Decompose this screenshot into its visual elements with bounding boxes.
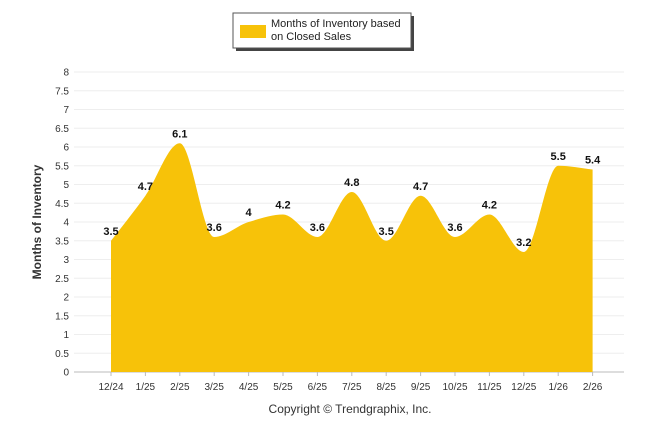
data-label: 4.8 xyxy=(344,177,359,189)
x-tick-label: 8/25 xyxy=(376,382,396,393)
y-tick-label: 4.5 xyxy=(55,199,69,210)
x-tick-label: 11/25 xyxy=(477,382,502,393)
y-tick-label: 7.5 xyxy=(55,86,69,97)
data-label: 4.7 xyxy=(138,181,153,193)
x-tick-label: 10/25 xyxy=(442,382,467,393)
data-label: 4.2 xyxy=(482,200,497,212)
y-axis-ticks: 0 0.5 1 1.5 2 2.5 3 3.5 4 4.5 5 5.5 6 6.5 7 7.5 8 xyxy=(55,68,69,379)
data-labels: 3.5 4.7 6.1 3.6 4 4.2 3.6 4.8 3.5 4.7 3.6 4.2 3.2 5.5… xyxy=(103,128,601,249)
data-label: 3.6 xyxy=(310,222,325,234)
y-tick-label: 8 xyxy=(63,68,69,79)
x-tick-label: 6/25 xyxy=(308,382,328,393)
x-tick-label: 2/25 xyxy=(170,382,190,393)
x-tick-label: 1/26 xyxy=(548,382,568,393)
x-tick-label: 9/25 xyxy=(411,382,431,393)
x-tick-label: 12/25 xyxy=(511,382,536,393)
y-tick-label: 1.5 xyxy=(55,311,69,322)
copyright-text: Copyright © Trendgraphix, Inc. xyxy=(269,402,432,416)
data-label: 4.7 xyxy=(413,181,428,193)
legend-label-line1: Months of Inventory based xyxy=(271,18,401,30)
data-label: 3.6 xyxy=(207,222,222,234)
x-axis-ticks: 12/24 1/25 2/25 3/25 4/25 5/25 6/25 7/25 8/25 9/2… xyxy=(98,372,603,393)
y-tick-label: 0.5 xyxy=(55,349,69,360)
data-area xyxy=(111,143,593,372)
x-tick-label: 2/26 xyxy=(583,382,603,393)
y-tick-label: 0 xyxy=(63,368,69,379)
data-label: 4.2 xyxy=(275,200,290,212)
chart-legend: Months of Inventory based on Closed Sale… xyxy=(232,12,414,51)
x-tick-label: 1/25 xyxy=(136,382,156,393)
data-label: 5.5 xyxy=(551,151,566,163)
x-tick-label: 12/24 xyxy=(98,382,123,393)
x-tick-label: 4/25 xyxy=(239,382,259,393)
y-tick-label: 2 xyxy=(63,293,69,304)
y-tick-label: 1 xyxy=(63,330,69,341)
data-label: 3.5 xyxy=(379,226,394,238)
data-label: 3.5 xyxy=(103,226,118,238)
data-label: 5.4 xyxy=(585,155,601,167)
data-label: 4 xyxy=(246,207,253,219)
data-label: 3.6 xyxy=(447,222,462,234)
y-tick-label: 5.5 xyxy=(55,161,69,172)
y-axis-title: Months of Inventory xyxy=(30,164,44,279)
legend-swatch xyxy=(240,25,266,38)
data-label: 6.1 xyxy=(172,128,187,140)
y-tick-label: 7 xyxy=(63,105,69,116)
y-tick-label: 2.5 xyxy=(55,274,69,285)
data-label: 3.2 xyxy=(516,237,531,249)
y-tick-label: 3 xyxy=(63,255,69,266)
x-tick-label: 3/25 xyxy=(204,382,224,393)
y-tick-label: 3.5 xyxy=(55,236,69,247)
series-area xyxy=(111,143,593,372)
y-tick-label: 5 xyxy=(63,180,69,191)
legend-label-line2: on Closed Sales xyxy=(271,31,352,43)
y-tick-label: 4 xyxy=(63,218,69,229)
y-tick-label: 6.5 xyxy=(55,124,69,135)
x-tick-label: 5/25 xyxy=(273,382,293,393)
y-tick-label: 6 xyxy=(63,143,69,154)
x-tick-label: 7/25 xyxy=(342,382,362,393)
